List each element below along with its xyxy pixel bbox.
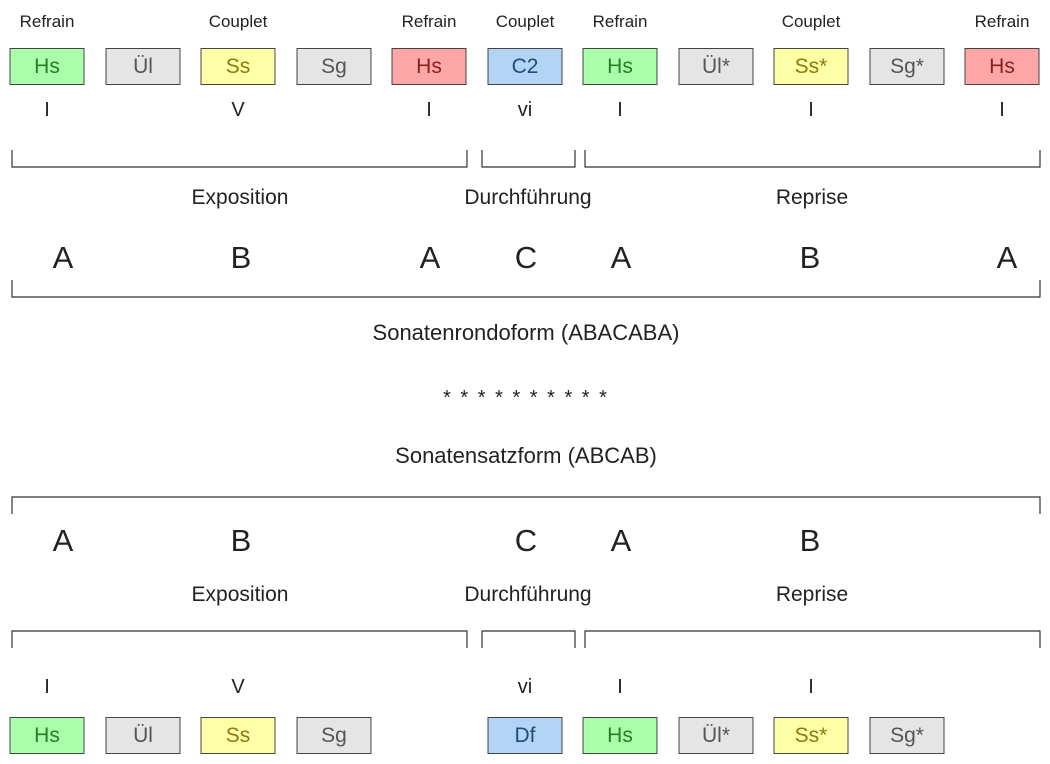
- degree-label: I: [617, 99, 623, 121]
- form-letter: C: [514, 240, 538, 275]
- bracket-bottom-durchfuehrung: [481, 630, 576, 648]
- couplet-box: C2: [487, 48, 563, 85]
- form-letter: B: [230, 523, 252, 558]
- form-letter: C: [514, 523, 538, 558]
- form-letter: B: [799, 240, 821, 275]
- form-letter: A: [610, 240, 632, 275]
- seitensatz-box: Ss: [200, 48, 276, 85]
- ueberleitung-box: Ül*: [678, 48, 754, 85]
- degree-label: vi: [517, 99, 533, 121]
- degree-label: I: [426, 99, 432, 121]
- bracket-top-exposition: [11, 150, 468, 168]
- form-letter: A: [996, 240, 1018, 275]
- degree-label: I: [999, 99, 1005, 121]
- ueberleitung-box: Ül: [105, 48, 181, 85]
- role-label: Couplet: [208, 12, 268, 31]
- hauptsatz-box: Hs: [582, 48, 658, 85]
- bracket-sonata-form: [11, 496, 1041, 514]
- role-label: Couplet: [781, 12, 841, 31]
- bracket-bottom-reprise: [584, 630, 1041, 648]
- schlussgruppe-box: Sg*: [869, 717, 945, 754]
- form-letter: A: [52, 240, 74, 275]
- degree-label: I: [808, 99, 814, 121]
- form-letter: A: [610, 523, 632, 558]
- form-letter: A: [419, 240, 441, 275]
- bracket-rondo-form: [11, 280, 1041, 298]
- ueberleitung-box: Ül: [105, 717, 181, 754]
- form-letter: B: [799, 523, 821, 558]
- sonata-form-title: Sonatensatzform (ABCAB): [395, 443, 657, 468]
- section-label-reprise: Reprise: [775, 583, 849, 606]
- schlussgruppe-box: Sg: [296, 717, 372, 754]
- degree-label: I: [617, 676, 623, 698]
- degree-label: I: [44, 676, 50, 698]
- seitensatz-box: Ss: [200, 717, 276, 754]
- section-label-exposition: Exposition: [191, 186, 289, 209]
- bracket-top-reprise: [584, 150, 1041, 168]
- section-label-durchfuehrung: Durchführung: [464, 186, 592, 209]
- bracket-top-durchfuehrung: [481, 150, 576, 168]
- ueberleitung-box: Ül*: [678, 717, 754, 754]
- rondo-form-title: Sonatenrondoform (ABACABA): [372, 320, 680, 345]
- separator-stars: * * * * * * * * * *: [443, 387, 609, 409]
- degree-label: I: [808, 676, 814, 698]
- seitensatz-box: Ss*: [773, 48, 849, 85]
- section-label-reprise: Reprise: [775, 186, 849, 209]
- degree-label: vi: [517, 676, 533, 698]
- role-label: Refrain: [592, 12, 648, 31]
- seitensatz-box: Ss*: [773, 717, 849, 754]
- hauptsatz-box: Hs: [391, 48, 467, 85]
- degree-label: I: [44, 99, 50, 121]
- form-letter: A: [52, 523, 74, 558]
- hauptsatz-box: Hs: [9, 48, 85, 85]
- hauptsatz-box: Hs: [964, 48, 1040, 85]
- role-label: Couplet: [495, 12, 555, 31]
- form-letter: B: [230, 240, 252, 275]
- hauptsatz-box: Hs: [9, 717, 85, 754]
- schlussgruppe-box: Sg: [296, 48, 372, 85]
- durchfuehrung-box: Df: [487, 717, 563, 754]
- section-label-durchfuehrung: Durchführung: [464, 583, 592, 606]
- schlussgruppe-box: Sg*: [869, 48, 945, 85]
- degree-label: V: [231, 676, 245, 698]
- bracket-bottom-exposition: [11, 630, 468, 648]
- role-label: Refrain: [19, 12, 75, 31]
- degree-label: V: [231, 99, 245, 121]
- hauptsatz-box: Hs: [582, 717, 658, 754]
- section-label-exposition: Exposition: [191, 583, 289, 606]
- role-label: Refrain: [974, 12, 1030, 31]
- role-label: Refrain: [401, 12, 457, 31]
